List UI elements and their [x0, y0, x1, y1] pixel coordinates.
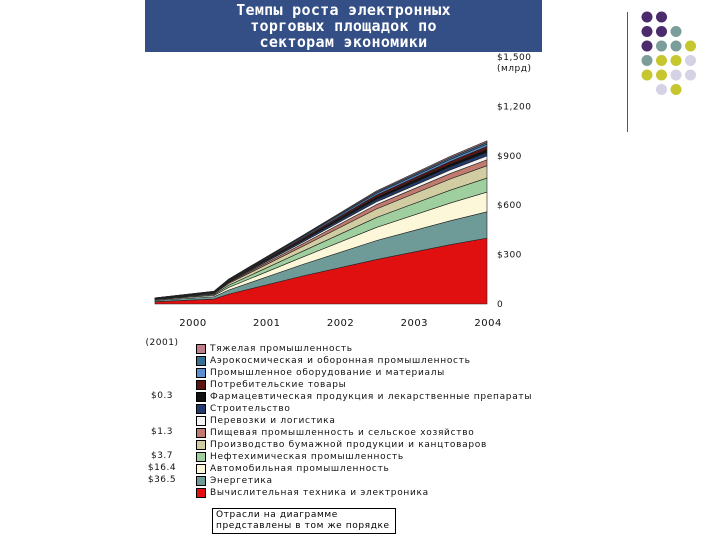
legend-item: Перевозки и логистика: [196, 415, 532, 427]
title-line-2: торговых площадок по: [250, 17, 437, 35]
x-tick-label: 2003: [401, 318, 428, 329]
legend-swatch: [196, 404, 206, 414]
decorative-dot: [685, 69, 696, 81]
note-line-2: представлены в том же порядке: [216, 521, 390, 531]
legend-swatch: [196, 488, 206, 498]
decorative-dot: [685, 55, 696, 66]
legend-header: (2001): [145, 338, 179, 348]
decorative-dot: [656, 69, 667, 81]
legend-swatch: [196, 368, 206, 378]
x-tick-label: 2004: [474, 318, 501, 329]
title-line-1: Темпы роста электронных: [236, 1, 451, 19]
decorative-dot: [641, 40, 653, 52]
decorative-dot-grid: [641, 11, 696, 95]
chart-legend: Тяжелая промышленность Аэрокосмическая и …: [196, 343, 532, 499]
legend-item: Аэрокосмическая и оборонная промышленнос…: [196, 355, 532, 367]
legend-side-value: $3.7: [150, 451, 174, 461]
legend-item: Вычислительная техника и электроника: [196, 487, 532, 499]
x-tick-label: 2002: [327, 318, 354, 329]
decorative-dot: [641, 69, 653, 81]
decorative-dot: [656, 55, 667, 66]
decorative-dot: [656, 11, 667, 23]
legend-label: Потребительские товары: [210, 380, 347, 390]
decorative-dot: [670, 69, 682, 81]
legend-swatch: [196, 416, 206, 426]
x-tick-label: 2001: [253, 318, 280, 329]
decorative-divider: [627, 12, 628, 132]
legend-swatch: [196, 464, 206, 474]
legend-label: Фармацевтическая продукция и лекарственн…: [210, 392, 533, 402]
legend-label: Промышленное оборудование и материалы: [210, 368, 445, 378]
decorative-dot: [656, 40, 667, 52]
legend-item: Пищевая промышленность и сельское хозяйс…: [196, 427, 532, 439]
legend-swatch: [196, 392, 206, 402]
legend-item: Энергетика: [196, 475, 532, 487]
legend-item: Нефтехимическая промышленность: [196, 451, 532, 463]
legend-note: Отрасли на диаграмме представлены в том …: [212, 508, 396, 534]
decorative-dot: [670, 40, 682, 52]
chart-title: Темпы роста электронных торговых площадо…: [145, 0, 542, 52]
decorative-dot: [670, 55, 682, 66]
legend-item: Автомобильная промышленность: [196, 463, 532, 475]
area-series-13: [154, 140, 488, 299]
y-tick-label: $900: [497, 152, 522, 162]
decorative-dot: [656, 84, 667, 95]
decorative-dot: [670, 84, 682, 95]
legend-item: Производство бумажной продукции и канцто…: [196, 439, 532, 451]
legend-label: Аэрокосмическая и оборонная промышленнос…: [210, 356, 471, 366]
legend-item: Потребительские товары: [196, 379, 532, 391]
legend-item: Строительство: [196, 403, 532, 415]
y-unit-label: (млрд): [497, 64, 532, 74]
y-tick-label: $600: [497, 201, 522, 211]
legend-label: Энергетика: [210, 476, 273, 486]
y-tick-label: $1,200: [497, 102, 532, 112]
decorative-dot: [656, 26, 667, 37]
note-line-1: Отрасли на диаграмме: [216, 510, 338, 520]
legend-label: Вычислительная техника и электроника: [210, 488, 429, 498]
decorative-dot: [641, 26, 653, 37]
legend-side-value: $0.3: [150, 391, 174, 401]
legend-label: Строительство: [210, 404, 291, 414]
title-line-3: секторам экономики: [259, 33, 428, 51]
legend-label: Перевозки и логистика: [210, 416, 336, 426]
legend-side-value: $36.5: [147, 475, 177, 485]
legend-item: Тяжелая промышленность: [196, 343, 532, 355]
x-tick-label: 2000: [179, 318, 206, 329]
y-tick-label: $300: [497, 251, 522, 261]
legend-label: Производство бумажной продукции и канцто…: [210, 440, 487, 450]
legend-label: Автомобильная промышленность: [210, 464, 390, 474]
legend-label: Нефтехимическая промышленность: [210, 452, 404, 462]
legend-label: Пищевая промышленность и сельское хозяйс…: [210, 428, 475, 438]
legend-label: Тяжелая промышленность: [210, 344, 353, 354]
legend-side-value: $16.4: [147, 463, 177, 473]
decorative-dot: [685, 40, 696, 52]
legend-swatch: [196, 428, 206, 438]
legend-item: Фармацевтическая продукция и лекарственн…: [196, 391, 532, 403]
legend-swatch: [196, 380, 206, 390]
legend-swatch: [196, 356, 206, 366]
legend-swatch: [196, 440, 206, 450]
legend-swatch: [196, 344, 206, 354]
legend-side-value: $1.3: [150, 427, 174, 437]
legend-item: Промышленное оборудование и материалы: [196, 367, 532, 379]
legend-swatch: [196, 476, 206, 486]
y-tick-label: 0: [497, 300, 503, 310]
y-tick-label: $1,500: [497, 53, 532, 63]
decorative-dot: [641, 11, 653, 23]
decorative-dot: [670, 26, 682, 37]
decorative-dot: [641, 55, 653, 66]
legend-swatch: [196, 452, 206, 462]
